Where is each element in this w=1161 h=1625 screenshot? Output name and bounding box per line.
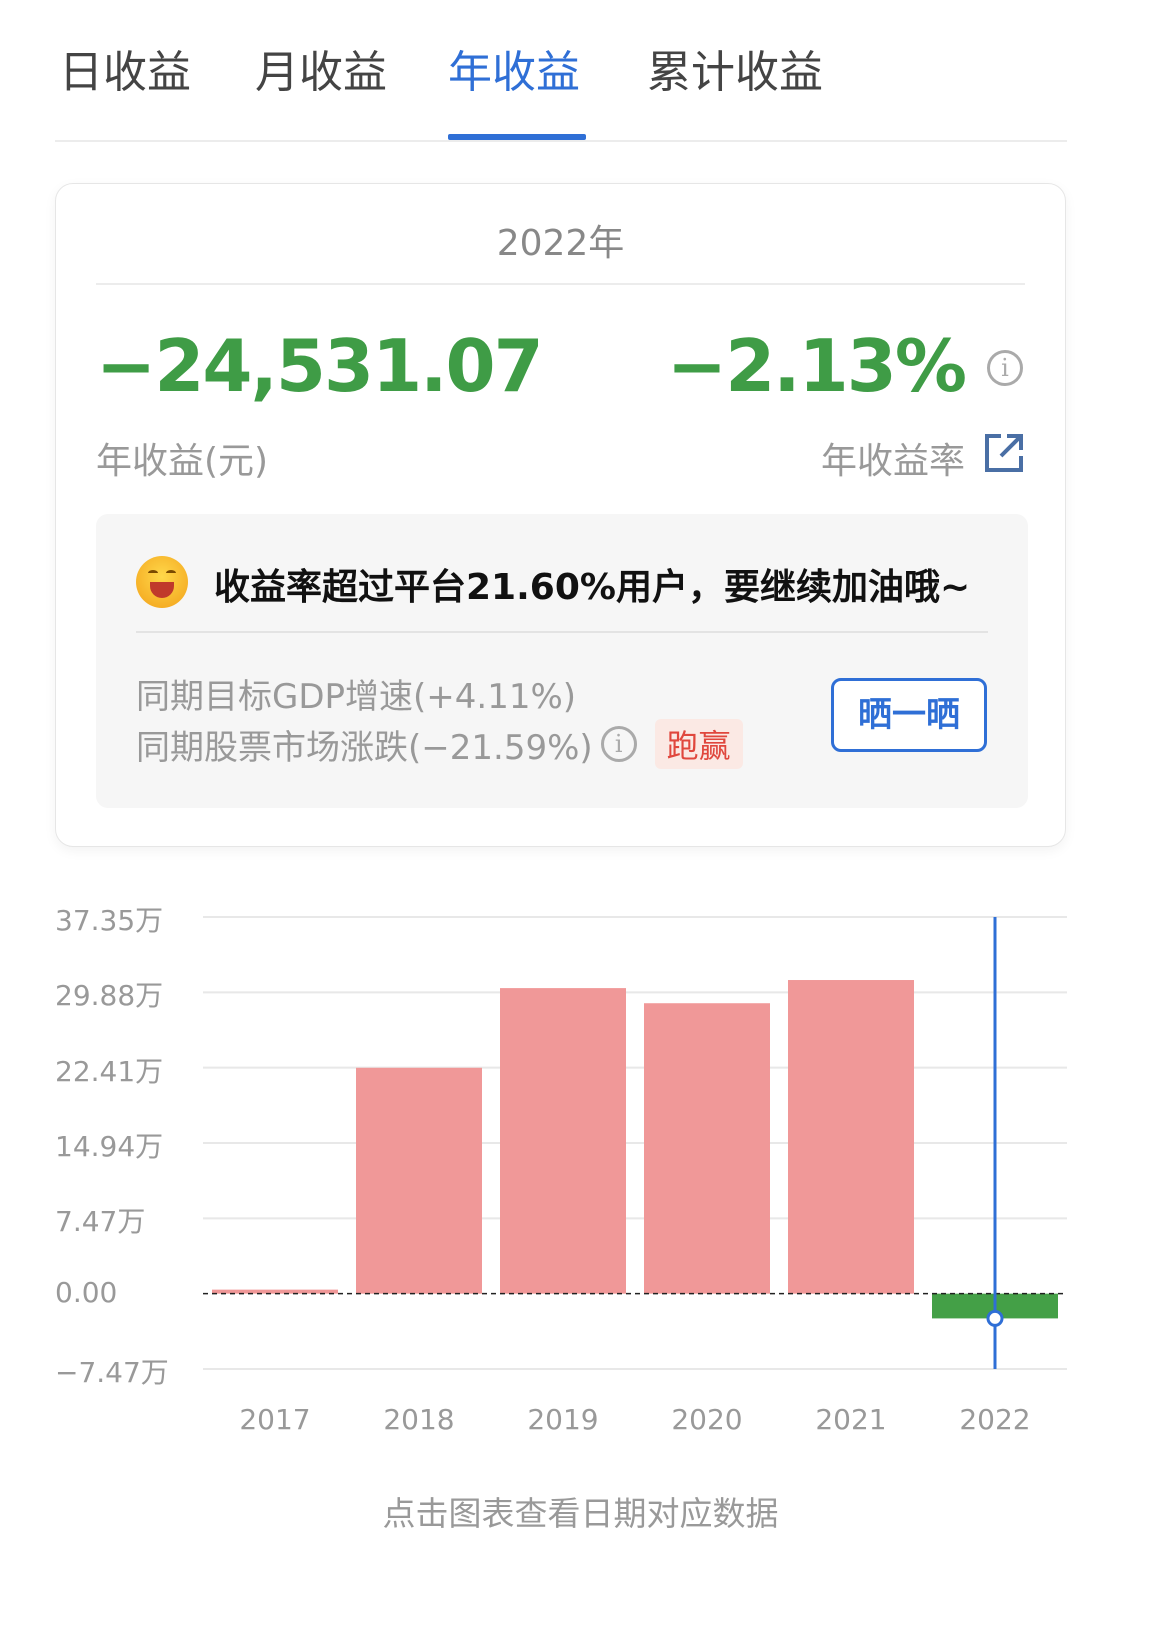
ranking-panel: 收益率超过平台21.60%用户，要继续加油哦~ 同期目标GDP增速(+4.11%… bbox=[96, 514, 1028, 808]
x-tick-label: 2019 bbox=[527, 1403, 599, 1436]
y-tick-label: 7.47万 bbox=[55, 1205, 146, 1239]
tab-bar: 日收益 月收益 年收益 累计收益 bbox=[55, 0, 1067, 142]
x-tick-label: 2020 bbox=[671, 1403, 743, 1436]
y-tick-label: 14.94万 bbox=[55, 1130, 164, 1163]
tab-yearly[interactable]: 年收益 bbox=[448, 47, 580, 98]
yearly-amount: −24,531.07 bbox=[96, 324, 544, 408]
amount-label: 年收益(元) bbox=[96, 441, 269, 482]
period-title: 2022年 bbox=[496, 223, 625, 264]
x-tick-label: 2022 bbox=[959, 1403, 1031, 1436]
yearly-profit-chart[interactable] bbox=[0, 880, 1161, 1400]
x-tick-label: 2017 bbox=[239, 1403, 311, 1436]
tab-daily[interactable]: 日收益 bbox=[59, 47, 191, 98]
y-tick-label: 37.35万 bbox=[55, 904, 164, 937]
divider bbox=[96, 283, 1025, 285]
chart-hint: 点击图表查看日期对应数据 bbox=[382, 1494, 779, 1533]
grinning-face-icon bbox=[136, 556, 188, 608]
market-comparison-row: 同期股票市场涨跌(−21.59%) i 跑赢 bbox=[136, 719, 743, 769]
bar-2020[interactable] bbox=[644, 1003, 770, 1294]
ranking-message: 收益率超过平台21.60%用户，要继续加油哦~ bbox=[214, 567, 971, 608]
yearly-rate: −2.13% bbox=[666, 324, 967, 408]
selected-point bbox=[986, 1309, 1004, 1327]
active-tab-indicator bbox=[448, 134, 586, 140]
share-button[interactable]: 晒一晒 bbox=[831, 678, 987, 752]
info-icon[interactable]: i bbox=[600, 726, 637, 762]
bar-2018[interactable] bbox=[356, 1067, 482, 1294]
x-tick-label: 2021 bbox=[815, 1403, 887, 1436]
outperform-badge: 跑赢 bbox=[654, 719, 743, 769]
y-tick-label: 22.41万 bbox=[55, 1054, 164, 1088]
tab-monthly[interactable]: 月收益 bbox=[255, 47, 387, 98]
info-icon[interactable]: i bbox=[987, 350, 1023, 386]
summary-card: 2022年 −24,531.07 −2.13% i 年收益(元) 年收益率 收益… bbox=[55, 183, 1066, 847]
bar-2019[interactable] bbox=[500, 988, 626, 1294]
y-tick-label: 0.00 bbox=[55, 1275, 118, 1309]
bar-2017[interactable] bbox=[212, 1289, 338, 1294]
divider bbox=[136, 631, 988, 633]
gdp-comparison: 同期目标GDP增速(+4.11%) bbox=[136, 677, 577, 717]
tab-cumulative[interactable]: 累计收益 bbox=[647, 47, 823, 98]
y-tick-label: 29.88万 bbox=[55, 979, 164, 1013]
external-link-icon[interactable] bbox=[983, 432, 1025, 474]
rate-label: 年收益率 bbox=[820, 441, 965, 482]
x-tick-label: 2018 bbox=[383, 1403, 455, 1436]
bar-2021[interactable] bbox=[788, 980, 914, 1294]
market-comparison: 同期股票市场涨跌(−21.59%) bbox=[136, 727, 593, 768]
y-tick-label: −7.47万 bbox=[55, 1356, 169, 1389]
